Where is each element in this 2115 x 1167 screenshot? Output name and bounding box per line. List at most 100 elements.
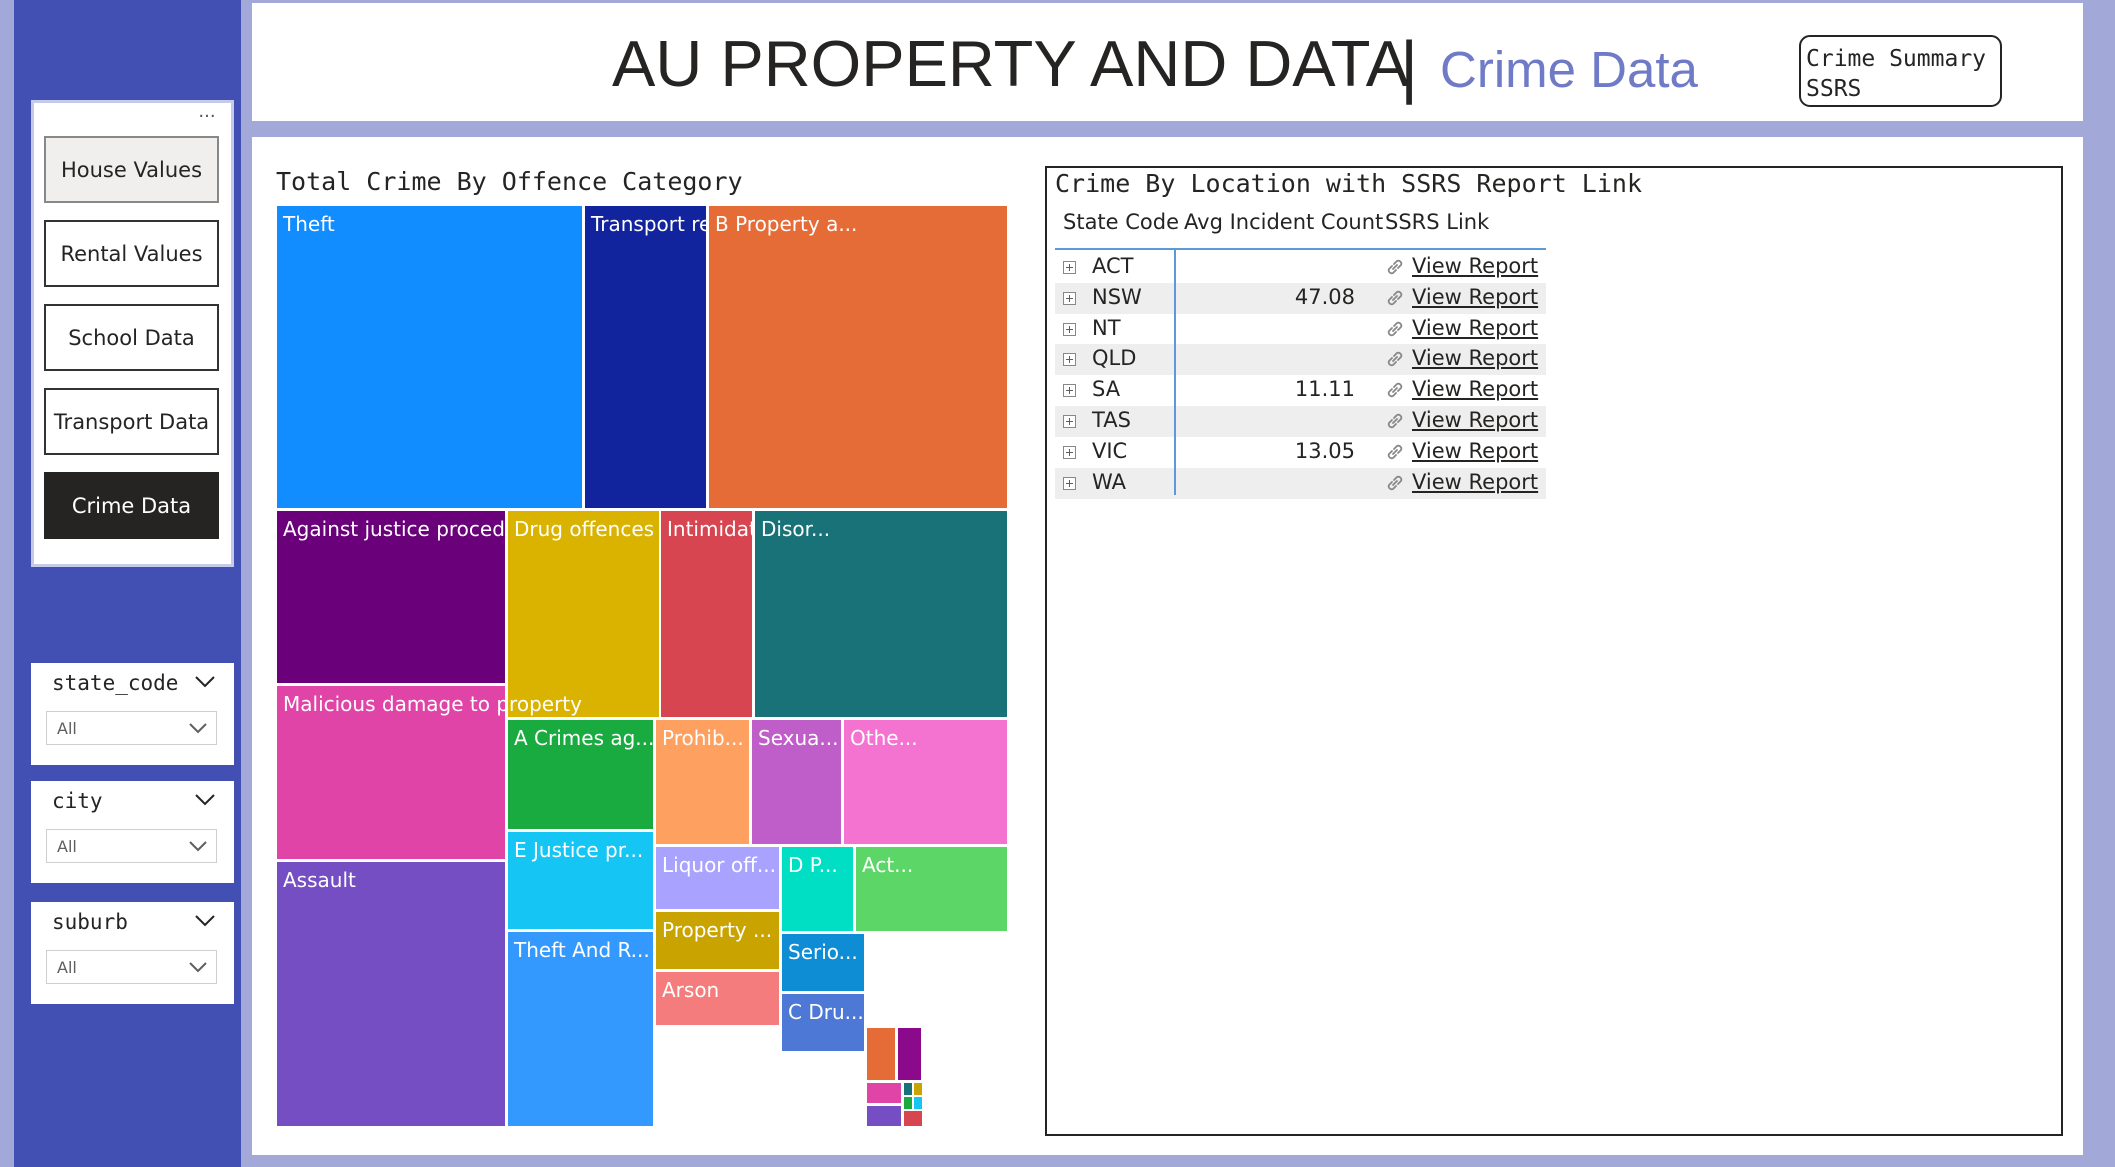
expand-icon[interactable]: [1063, 261, 1076, 274]
chevron-down-icon[interactable]: [194, 675, 216, 689]
treemap-tile-label: Disor...: [761, 517, 830, 541]
treemap-tile[interactable]: [780, 992, 866, 1053]
table-row: SA 11.11 View Report: [1055, 375, 1546, 406]
expand-icon[interactable]: [1063, 445, 1076, 459]
slicer-dropdown[interactable]: All: [46, 711, 217, 745]
title-separator: |: [1400, 27, 1419, 105]
view-report-label: View Report: [1412, 346, 1539, 371]
column-header-state-code[interactable]: State Code: [1063, 210, 1180, 234]
view-report-link[interactable]: View Report: [1384, 316, 1538, 340]
column-header-ssrs-link[interactable]: SSRS Link: [1385, 210, 1490, 234]
table-title: Crime By Location with SSRS Report Link: [1055, 169, 1642, 198]
treemap-tile-label: Theft And R...: [513, 938, 650, 962]
cell-state-code: WA: [1092, 469, 1126, 494]
expand-icon[interactable]: [1063, 353, 1076, 367]
treemap-tile[interactable]: [842, 718, 1008, 846]
column-divider: [1174, 250, 1176, 495]
treemap-tile-label: D P...: [788, 853, 838, 877]
chevron-down-icon: [189, 723, 207, 734]
expand-icon[interactable]: [1063, 384, 1076, 398]
page-edge: [0, 0, 14, 1167]
treemap-tile-label: B Property a...: [715, 212, 857, 236]
nav-button-house-values[interactable]: House Values: [44, 136, 219, 203]
cell-state-code: NT: [1092, 315, 1121, 340]
treemap-tile[interactable]: [753, 509, 1008, 719]
treemap-tile[interactable]: [276, 205, 584, 510]
slicer-suburb: suburb All: [31, 902, 234, 1004]
cell-avg-incident-count: 11.11: [1294, 377, 1355, 402]
table-row: QLD View Report: [1055, 344, 1546, 376]
link-icon: [1387, 413, 1403, 429]
expand-icon[interactable]: [1063, 415, 1076, 428]
expand-icon[interactable]: [1063, 322, 1076, 336]
more-options-button[interactable]: ...: [198, 101, 216, 122]
link-icon: [1387, 290, 1403, 305]
view-report-link[interactable]: View Report: [1384, 439, 1538, 463]
expand-icon[interactable]: [1063, 291, 1076, 305]
slicer-title: city: [52, 789, 103, 813]
view-report-label: View Report: [1412, 438, 1539, 463]
treemap-tile-small[interactable]: [912, 1095, 924, 1111]
treemap-tile-small[interactable]: [865, 1026, 897, 1082]
treemap-tile-small[interactable]: [902, 1095, 914, 1111]
crime-summary-ssrs-button[interactable]: Crime Summary SSRS: [1799, 35, 2002, 107]
treemap-chart: Theft Transport reg...B Property a...Agai…: [276, 205, 1008, 1127]
treemap-tile[interactable]: [780, 932, 866, 993]
slicer-dropdown[interactable]: All: [46, 950, 217, 984]
treemap-tile[interactable]: [506, 830, 655, 931]
treemap-tile[interactable]: [780, 845, 855, 933]
view-report-label: View Report: [1412, 315, 1539, 340]
cell-state-code: QLD: [1092, 346, 1137, 371]
treemap-tile-label: C Dru...: [788, 1000, 864, 1024]
treemap-tile-small[interactable]: [896, 1026, 923, 1082]
chevron-down-icon: [189, 841, 207, 852]
table-row: ACT View Report: [1055, 252, 1546, 283]
treemap-tile-small[interactable]: [865, 1104, 903, 1127]
treemap-tile-label: Prohib...: [662, 726, 744, 750]
cell-state-code: SA: [1092, 377, 1121, 402]
treemap-tile-label: Serio...: [788, 940, 858, 964]
page-title: AU PROPERTY AND DATA: [612, 27, 1410, 100]
treemap-tile[interactable]: [654, 970, 781, 1027]
treemap-tile[interactable]: [506, 930, 655, 1127]
slicer-dropdown[interactable]: All: [46, 829, 217, 863]
nav-button-transport-data[interactable]: Transport Data: [44, 388, 219, 455]
chevron-down-icon[interactable]: [194, 793, 216, 807]
nav-button-school-data[interactable]: School Data: [44, 304, 219, 371]
link-icon: [1387, 475, 1403, 490]
treemap-tile[interactable]: [583, 205, 708, 510]
chevron-down-icon[interactable]: [194, 914, 216, 928]
view-report-link[interactable]: View Report: [1384, 377, 1538, 401]
slicer-value: All: [57, 719, 77, 738]
link-icon: [1387, 383, 1403, 398]
view-report-link[interactable]: View Report: [1384, 470, 1538, 494]
treemap-tile-small[interactable]: [902, 1109, 924, 1127]
treemap-tile-label: Assault: [283, 868, 356, 892]
treemap-tile[interactable]: [854, 845, 1008, 933]
treemap-tile-label: E Justice pr...: [514, 838, 643, 862]
view-report-link[interactable]: View Report: [1384, 408, 1538, 432]
link-icon: [1387, 321, 1403, 336]
treemap-tile-label: Arson: [662, 978, 719, 1002]
view-report-link[interactable]: View Report: [1384, 285, 1538, 309]
treemap-tile-label: Against justice procedures: [283, 517, 548, 541]
table-row: VIC 13.05 View Report: [1055, 437, 1546, 468]
nav-button-crime-data[interactable]: Crime Data: [44, 472, 219, 539]
view-report-link[interactable]: View Report: [1384, 254, 1538, 278]
treemap-tile-small[interactable]: [902, 1081, 914, 1097]
table-row: NSW 47.08 View Report: [1055, 282, 1546, 314]
treemap-tile[interactable]: [659, 509, 754, 719]
column-header-avg-incident-count[interactable]: Avg Incident Count: [1184, 210, 1384, 234]
treemap-tile[interactable]: [654, 718, 751, 846]
page-edge: [2095, 0, 2115, 1167]
treemap-tile[interactable]: [276, 860, 507, 1127]
treemap-tile-small[interactable]: [865, 1081, 903, 1105]
view-report-link[interactable]: View Report: [1384, 346, 1538, 370]
slicer-title: suburb: [52, 910, 128, 934]
nav-button-rental-values[interactable]: Rental Values: [44, 220, 219, 287]
treemap-tile[interactable]: [276, 684, 507, 861]
treemap-tile[interactable]: [707, 205, 1008, 510]
treemap-tile-small[interactable]: [912, 1081, 924, 1097]
report-header: [252, 3, 2083, 121]
expand-icon[interactable]: [1063, 476, 1076, 490]
